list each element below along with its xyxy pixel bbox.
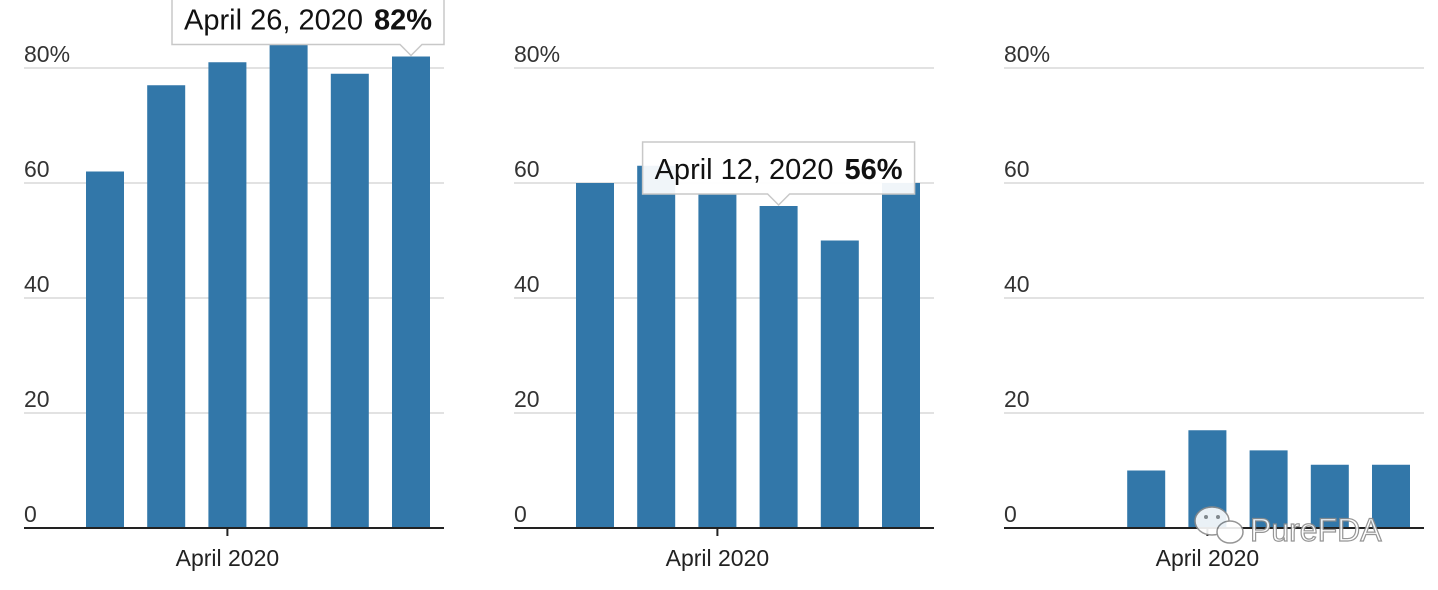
y-tick-label: 60 [24,156,50,182]
y-tick-label: 40 [1004,271,1030,297]
y-tick-label: 80% [514,41,560,67]
tooltip-box [171,0,445,57]
bar[interactable] [820,240,859,529]
bar[interactable] [208,62,247,528]
bar[interactable] [1310,464,1349,528]
y-tick-label: 20 [24,386,50,412]
bar[interactable] [698,194,737,529]
x-axis-label: April 2020 [666,545,770,571]
tooltip-value: 82% [374,5,432,37]
bar[interactable] [1127,470,1166,529]
bar[interactable] [1249,450,1288,528]
y-tick-label: 0 [24,501,37,527]
x-axis-label: April 2020 [176,545,280,571]
bar[interactable] [86,171,124,529]
tooltip: April 26, 2020 82% [171,0,445,57]
y-tick-label: 0 [514,501,527,527]
watermark: PureFDA [1194,506,1383,549]
y-tick-label: 40 [514,271,540,297]
y-tick-label: 40 [24,271,50,297]
bar[interactable] [576,183,614,528]
chart-panel-1: 0 20 40 60 80% April 2020 April 26, 2020 82% [24,0,445,571]
tooltip-date: April 12, 2020 [655,154,834,186]
bar[interactable] [147,85,186,528]
y-tick-label: 60 [514,156,540,182]
x-axis-label: April 2020 [1156,545,1260,571]
bar[interactable] [882,183,920,528]
chart-panel-3: 0 20 40 60 80% April 2020 [1004,41,1424,571]
bar[interactable] [269,45,308,528]
tooltip-date: April 26, 2020 [184,5,363,37]
bar[interactable] [759,206,798,528]
bar[interactable] [330,73,369,528]
watermark-text: PureFDA [1250,512,1382,548]
y-tick-label: 20 [1004,386,1030,412]
y-tick-label: 80% [1004,41,1050,67]
y-tick-label: 0 [1004,501,1017,527]
wechat-icon [1194,506,1244,544]
tooltip-value: 56% [845,154,903,186]
y-tick-label: 80% [24,41,70,67]
tooltip-box [641,141,916,207]
bar[interactable] [1372,464,1410,528]
y-tick-label: 60 [1004,156,1030,182]
tooltip: April 12, 2020 56% [641,141,916,207]
bar[interactable] [637,165,676,528]
chart-panel-2: 0 20 40 60 80% April 2020 April 12, 2020 56% [514,41,934,571]
y-tick-label: 20 [514,386,540,412]
bar[interactable] [392,56,430,529]
